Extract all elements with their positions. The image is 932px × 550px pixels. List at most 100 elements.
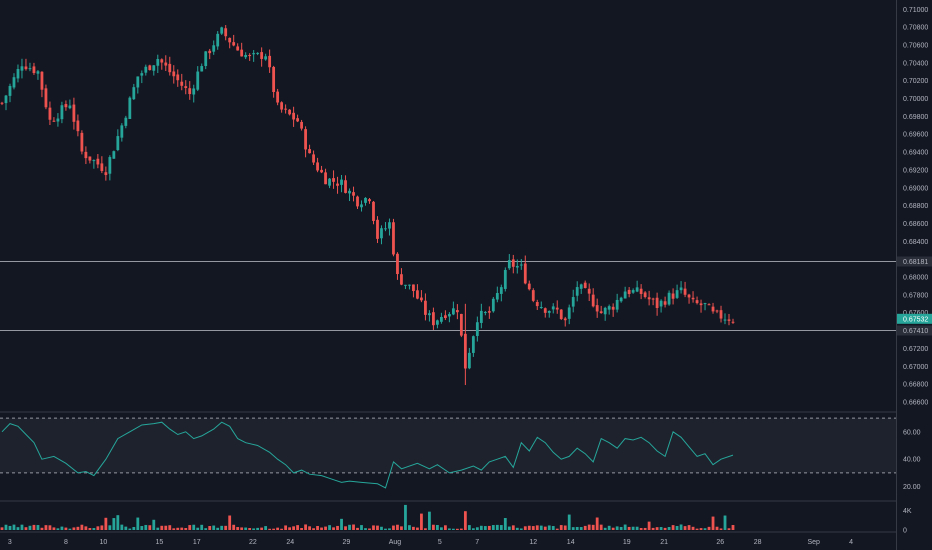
candle-body bbox=[320, 169, 323, 173]
volume-bar bbox=[695, 528, 699, 530]
volume-bar bbox=[276, 527, 280, 530]
candle-body bbox=[432, 312, 435, 326]
volume-bar bbox=[483, 526, 487, 530]
candle-body bbox=[671, 293, 675, 299]
volume-bar bbox=[332, 527, 335, 530]
volume-bar bbox=[132, 527, 136, 530]
candle-body bbox=[336, 183, 339, 186]
candle-body bbox=[80, 132, 84, 152]
volume-bar bbox=[136, 517, 140, 530]
volume-bar bbox=[272, 528, 276, 530]
volume-pane[interactable]: 4K 0 bbox=[0, 504, 912, 535]
candle-body bbox=[4, 95, 8, 104]
volume-bar bbox=[100, 525, 104, 530]
volume-bar bbox=[20, 524, 24, 530]
volume-bar bbox=[68, 528, 72, 530]
time-tick-label: 7 bbox=[475, 539, 479, 546]
volume-bar bbox=[571, 527, 575, 530]
price-tick-label: 0.69200 bbox=[903, 167, 928, 174]
volume-bar bbox=[192, 524, 196, 530]
volume-tick-label: 4K bbox=[903, 508, 912, 515]
volume-bar bbox=[84, 526, 88, 530]
candle-body bbox=[611, 306, 615, 310]
candle-body bbox=[471, 336, 475, 353]
candle-body bbox=[731, 321, 735, 323]
rsi-pane[interactable]: 60.00 40.00 20.00 bbox=[0, 417, 921, 491]
candle-body bbox=[76, 120, 80, 132]
volume-bar bbox=[268, 528, 272, 530]
candle-body bbox=[499, 287, 503, 294]
volume-bar bbox=[607, 525, 611, 530]
candle-body bbox=[615, 299, 619, 310]
candle-body bbox=[400, 274, 403, 285]
time-tick-label: 5 bbox=[438, 539, 442, 546]
candle-body bbox=[635, 287, 639, 292]
volume-bar bbox=[228, 515, 232, 530]
candle-body bbox=[695, 300, 699, 304]
volume-bar bbox=[703, 528, 707, 530]
volume-bar bbox=[16, 527, 20, 530]
candle-body bbox=[292, 112, 295, 120]
price-tick-label: 0.71000 bbox=[903, 7, 928, 14]
volume-bar bbox=[236, 527, 240, 530]
volume-bar bbox=[60, 526, 64, 530]
price-tick-label: 0.70600 bbox=[903, 42, 928, 49]
volume-bar bbox=[212, 525, 216, 530]
volume-bar bbox=[320, 527, 323, 530]
volume-bar bbox=[699, 528, 703, 530]
candle-body bbox=[256, 52, 260, 54]
candle-body bbox=[655, 297, 659, 308]
volume-bar bbox=[96, 526, 100, 530]
volume-bar bbox=[659, 527, 663, 530]
price-pane[interactable]: 0.71000 0.70800 0.70600 0.70400 0.70200 0.700… bbox=[0, 7, 932, 407]
candle-body bbox=[527, 283, 531, 290]
volume-bar bbox=[116, 515, 120, 530]
candle-body bbox=[188, 88, 192, 95]
candle-body bbox=[0, 102, 4, 104]
rsi-tick-label: 60.00 bbox=[903, 429, 921, 436]
volume-bar bbox=[400, 526, 403, 530]
volume-bar bbox=[527, 525, 531, 530]
volume-bar bbox=[404, 504, 407, 530]
price-tick-label: 0.67800 bbox=[903, 292, 928, 299]
candle-body bbox=[204, 51, 208, 66]
candle-body bbox=[100, 163, 104, 171]
rsi-axis[interactable]: 60.00 40.00 20.00 bbox=[903, 429, 921, 491]
candle-body bbox=[264, 56, 268, 60]
price-tick-label: 0.70400 bbox=[903, 60, 928, 67]
volume-bar bbox=[579, 527, 583, 530]
time-axis[interactable]: 3 8 10 15 17 22 24 29 Aug 5 7 12 14 19 21 26 28 Sep 4 bbox=[8, 539, 853, 546]
price-tick-label: 0.69600 bbox=[903, 132, 928, 139]
volume-bar bbox=[76, 526, 80, 530]
candle-body bbox=[451, 308, 455, 315]
volume-bar bbox=[567, 514, 571, 530]
candle-body bbox=[547, 311, 551, 313]
volume-bar bbox=[4, 524, 8, 530]
volume-bar bbox=[184, 528, 188, 530]
candle-body bbox=[491, 298, 495, 312]
volume-bar bbox=[559, 525, 563, 530]
price-tick-label: 0.68600 bbox=[903, 221, 928, 228]
candle-body bbox=[268, 55, 272, 68]
volume-bar bbox=[180, 527, 184, 530]
candle-body bbox=[555, 307, 559, 310]
volume-bar bbox=[647, 521, 651, 530]
candle-body bbox=[348, 190, 351, 194]
volume-bar bbox=[643, 527, 647, 530]
volume-axis[interactable]: 4K 0 bbox=[903, 508, 912, 534]
candle-body bbox=[479, 310, 483, 323]
candle-body bbox=[140, 73, 144, 76]
candle-body bbox=[44, 88, 48, 108]
time-tick-label: Aug bbox=[389, 539, 402, 546]
candle-body bbox=[507, 260, 511, 269]
time-tick-label: 26 bbox=[716, 539, 724, 546]
volume-bar bbox=[487, 525, 491, 530]
rsi-tick-label: 40.00 bbox=[903, 457, 921, 464]
volume-bar bbox=[344, 526, 347, 530]
volume-bar bbox=[691, 526, 695, 530]
volume-bar bbox=[140, 526, 144, 530]
price-axis[interactable]: 0.71000 0.70800 0.70600 0.70400 0.70200 0.700… bbox=[903, 7, 928, 407]
volume-bar bbox=[112, 518, 116, 530]
candle-body bbox=[272, 66, 276, 93]
